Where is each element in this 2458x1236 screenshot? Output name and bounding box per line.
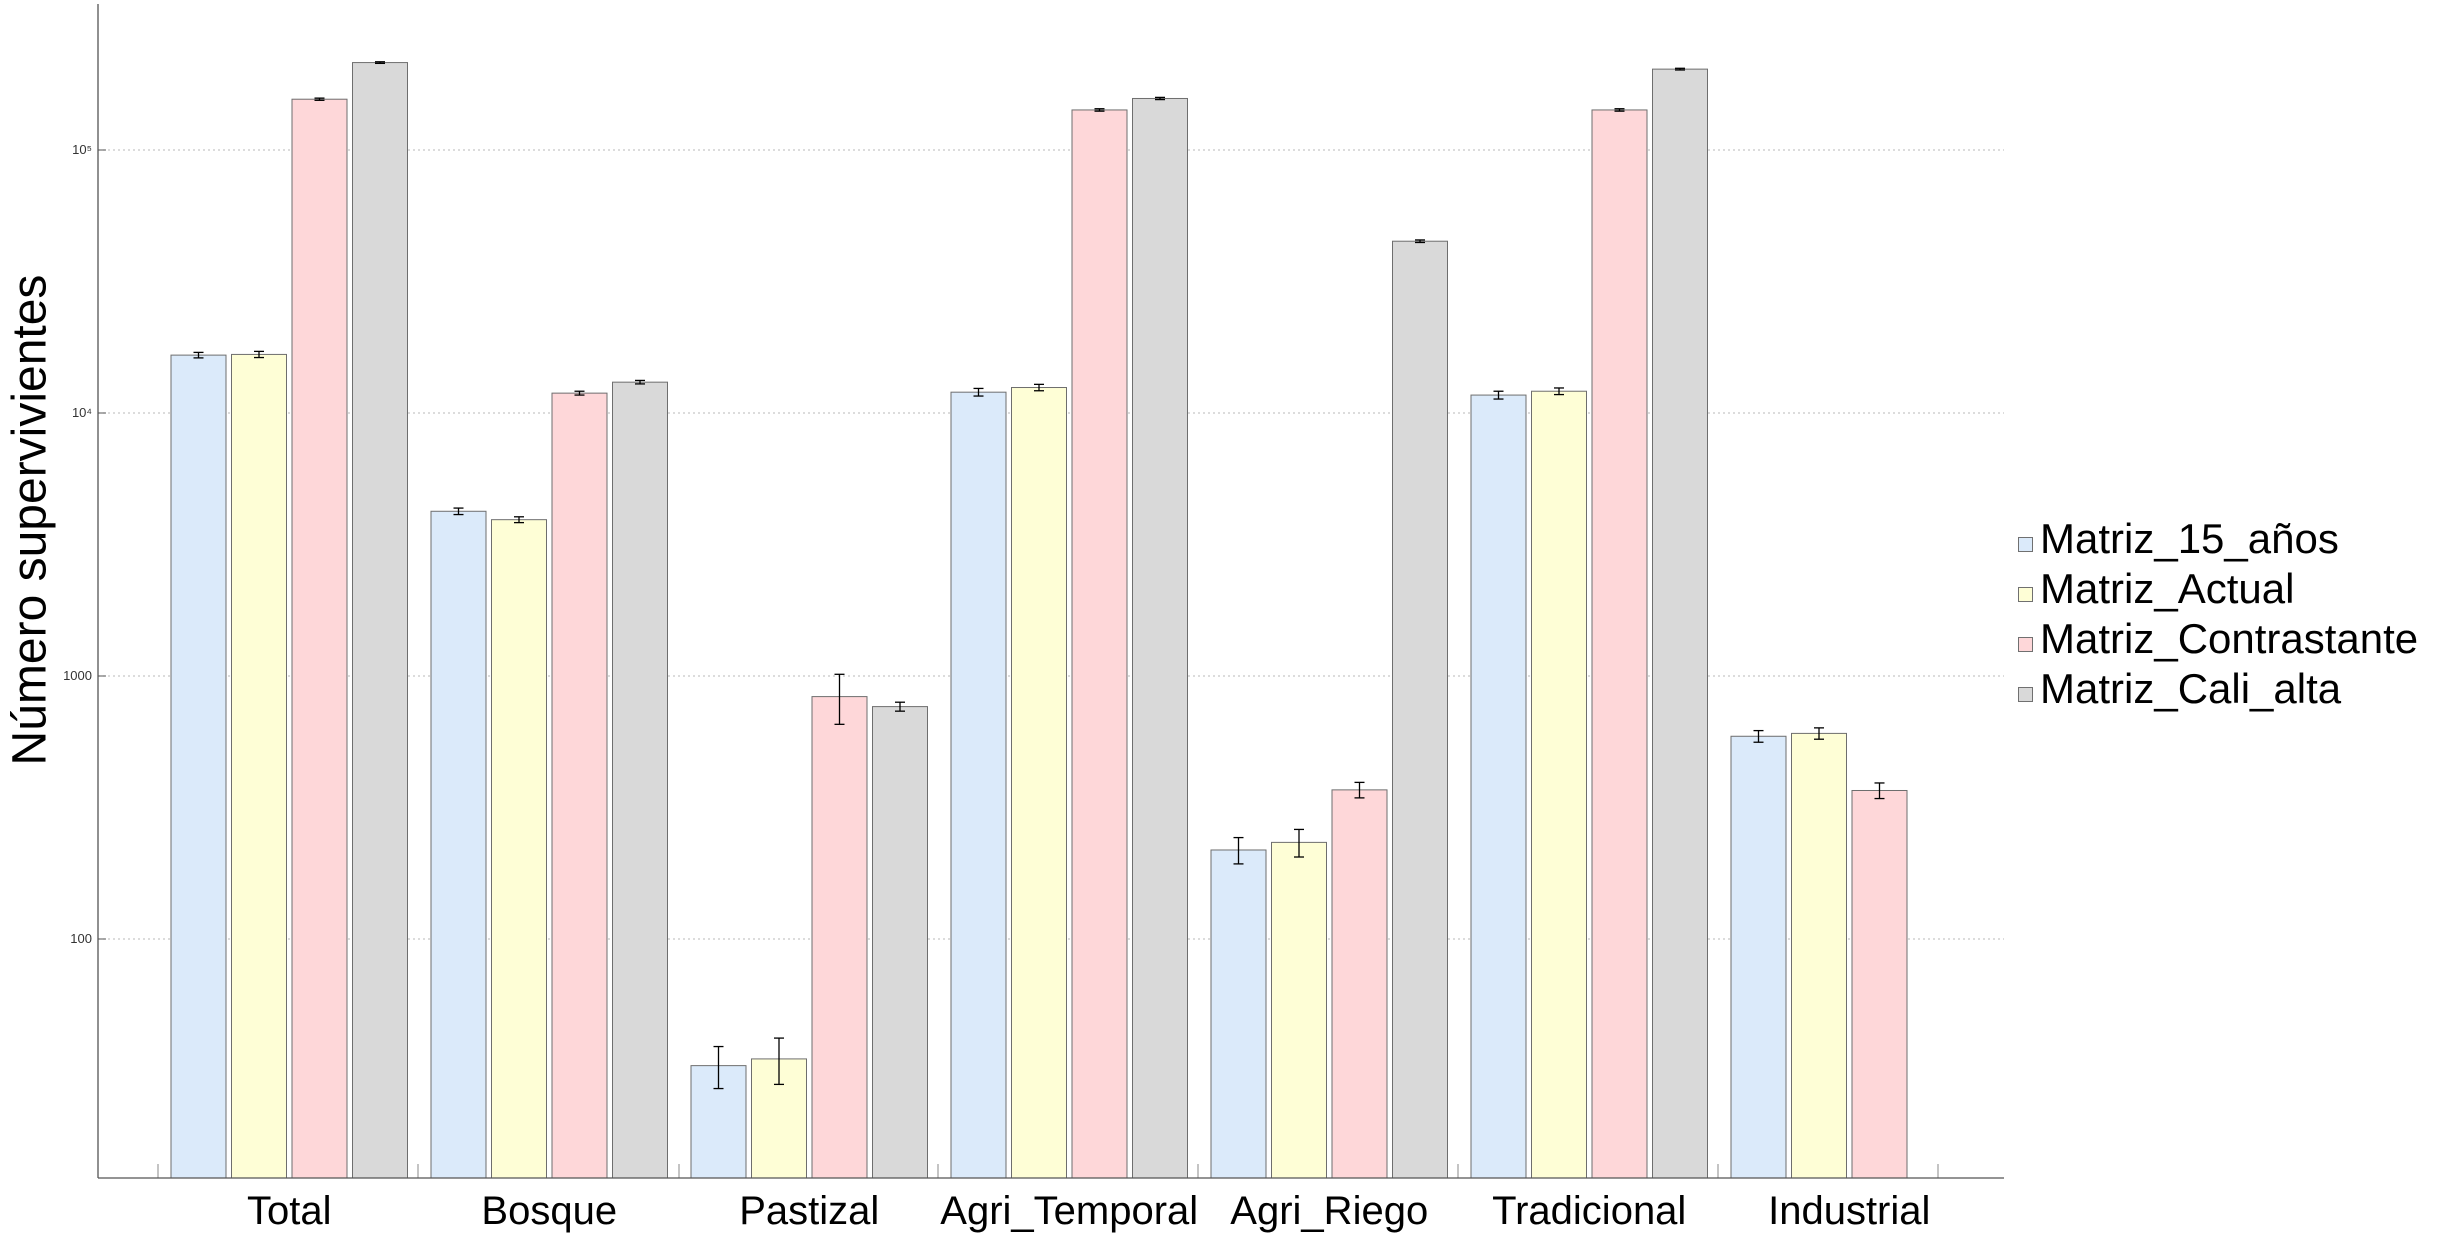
bar [950,391,1007,1179]
bars [170,61,1908,1179]
bar [1392,240,1448,1179]
bar [1271,841,1327,1179]
bar [1331,789,1388,1179]
x-tick-label: Total [247,1189,332,1233]
legend-swatch [2018,586,2033,602]
bar [811,696,868,1179]
legend-swatch [2018,686,2033,702]
y-tick-label: 10⁵ [72,142,92,157]
bar [1071,109,1128,1179]
legend-label: Matriz_Contrastante [2040,615,2419,662]
bar [1470,394,1527,1179]
x-tick-label: Agri_Riego [1230,1189,1428,1233]
bar [1132,97,1188,1179]
y-tick-label: 10⁴ [72,405,92,420]
x-tick-label: Agri_Temporal [940,1189,1198,1233]
axes: 100 1000 10⁴ 10⁵ Total Bosque Pastizal Agri_Tem… [63,4,2004,1233]
bar [1210,849,1267,1179]
legend-swatch [2018,536,2033,552]
x-tick-label: Bosque [481,1189,617,1233]
bar [1730,735,1787,1179]
legend-swatch [2018,636,2033,652]
x-tick-label: Tradicional [1492,1189,1686,1233]
bar [491,519,547,1179]
x-tick-label: Pastizal [739,1189,879,1233]
legend-label: Matriz_Actual [2040,565,2295,612]
bar [1652,68,1708,1179]
bar [612,381,668,1179]
legend-item: Matriz_Contrastante [2018,614,2418,664]
bar [430,510,487,1179]
legend: Matriz_15_años Matriz_Actual Matriz_Contra… [2018,514,2418,714]
bar [291,98,348,1179]
bar [1851,789,1908,1179]
bar [1011,387,1067,1179]
bar [551,392,608,1179]
bar [231,353,287,1179]
legend-label: Matriz_15_años [2040,515,2339,562]
bar [1791,732,1847,1179]
bar [1591,109,1648,1179]
bar [352,62,408,1179]
y-tick-label: 100 [70,931,92,946]
x-tick-label: Industrial [1768,1189,1930,1233]
legend-label: Matriz_Cali_alta [2040,665,2342,712]
legend-item: Matriz_Cali_alta [2018,664,2418,714]
legend-item: Matriz_Actual [2018,564,2418,614]
bar [1531,390,1587,1179]
bar [170,354,227,1179]
y-tick-label: 1000 [63,668,92,683]
y-axis-label-wrap: Número supervivientes [0,0,60,1236]
legend-item: Matriz_15_años [2018,514,2418,564]
bar [872,706,928,1179]
y-axis-label: Número supervivientes [3,274,57,766]
